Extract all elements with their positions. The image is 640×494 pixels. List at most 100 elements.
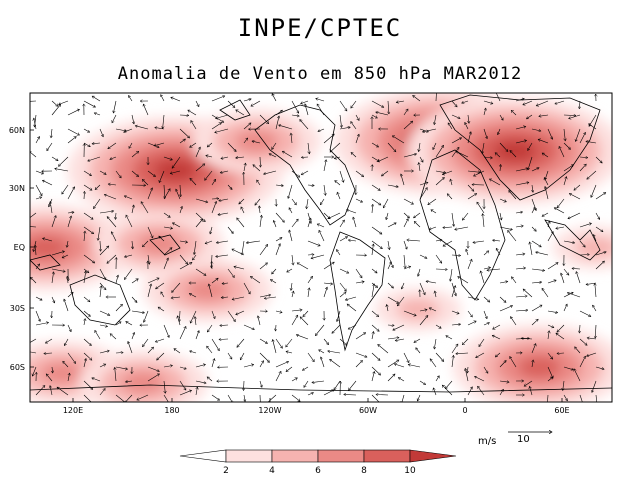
wind-vector (124, 254, 133, 257)
wind-vector (330, 359, 341, 368)
wind-vector (83, 296, 90, 302)
wind-vector (467, 321, 476, 326)
wind-vector (179, 366, 186, 369)
wind-vector (236, 157, 245, 158)
wind-vector (434, 338, 437, 349)
wind-vector (279, 125, 293, 130)
wind-vector (579, 324, 580, 333)
wind-vector (387, 184, 398, 187)
wind-vector (221, 157, 229, 159)
wind-vector (419, 142, 420, 152)
wind-vector (515, 140, 527, 144)
wind-vector (275, 338, 283, 348)
wind-vector (164, 380, 165, 393)
wind-vector (35, 323, 49, 326)
anomaly-blob-6-level-4 (396, 298, 440, 321)
wind-vector (124, 394, 133, 402)
wind-vector (67, 212, 74, 213)
wind-vector (147, 366, 159, 371)
wind-vector (253, 165, 261, 172)
wind-vector (498, 128, 501, 135)
wind-vector (499, 306, 513, 312)
wind-vector (462, 212, 469, 220)
wind-vector (386, 212, 389, 220)
wind-vector (591, 184, 597, 197)
plot-area (30, 93, 612, 402)
wind-vector (387, 142, 396, 152)
wind-vector (272, 142, 277, 150)
wind-vector (483, 157, 492, 158)
wind-vector (142, 179, 149, 186)
wind-vector (419, 282, 425, 295)
wind-vector (445, 380, 453, 389)
wind-vector (371, 100, 384, 107)
wind-vector (531, 128, 541, 131)
wind-vector (308, 142, 309, 154)
wind-vector (227, 142, 236, 152)
wind-vector (83, 394, 93, 402)
wind-vector (300, 120, 309, 130)
vector-key-unit: m/s (478, 436, 496, 447)
wind-vector (372, 244, 373, 256)
wind-vector (339, 237, 348, 242)
wind-vector (499, 361, 506, 368)
wind-vector (291, 310, 302, 311)
wind-vector (536, 252, 549, 256)
wind-vector (536, 100, 549, 106)
wind-vector (339, 220, 345, 228)
wind-vector (347, 210, 357, 214)
wind-vector (547, 232, 553, 242)
wind-vector (355, 282, 364, 283)
wind-vector (275, 185, 283, 186)
wind-vector (291, 170, 300, 177)
wind-vector (387, 262, 391, 270)
wind-vector (276, 324, 277, 331)
wind-vector (414, 221, 421, 228)
wind-vector (466, 249, 469, 256)
wind-vector (547, 324, 554, 328)
wind-vector (64, 338, 69, 346)
wind-vector (355, 352, 367, 357)
wind-vector (515, 212, 523, 213)
wind-vector (394, 364, 405, 368)
wind-vector (595, 283, 596, 298)
wind-vector (339, 114, 342, 128)
wind-vector (451, 114, 460, 119)
wind-vector (291, 133, 292, 144)
wind-vector (563, 115, 576, 116)
wind-vector (171, 97, 181, 102)
wind-vector (42, 180, 53, 186)
wind-vector (35, 296, 42, 300)
wind-vector (323, 283, 333, 284)
wind-vector (108, 184, 117, 185)
wind-vector (34, 118, 37, 130)
wind-vector (539, 115, 549, 116)
wind-vector (451, 286, 455, 298)
wind-vector (433, 388, 437, 396)
wind-vector (131, 332, 134, 340)
wind-vector (288, 184, 293, 198)
wind-vector (510, 317, 517, 326)
wind-vector (330, 142, 341, 152)
wind-vector (275, 244, 280, 256)
wind-vector (291, 394, 300, 401)
wind-vector (371, 310, 379, 317)
wind-vector (450, 179, 452, 186)
anomaly-blob-5-level-6 (186, 279, 230, 301)
anomaly-blob-2-level-10 (493, 140, 537, 162)
wind-vector (557, 353, 565, 354)
wind-vector (547, 280, 556, 284)
wind-vector (312, 380, 325, 383)
wind-vector (579, 164, 586, 172)
wind-vector (67, 324, 71, 332)
wind-vector (112, 114, 117, 123)
lon-tick-0: 0 (462, 406, 467, 415)
wind-vector (301, 100, 309, 104)
wind-vector (236, 110, 245, 116)
wind-vector (547, 366, 553, 378)
wind-vector (392, 136, 405, 144)
colorbar-label-4: 4 (269, 466, 275, 476)
wind-vector (30, 100, 37, 102)
wind-vector (515, 268, 526, 269)
